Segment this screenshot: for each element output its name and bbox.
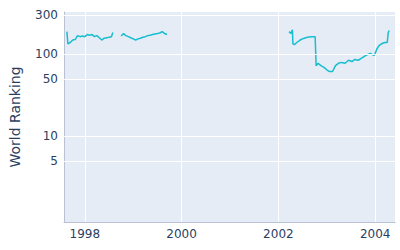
svg-text:2002: 2002 [263, 227, 294, 241]
svg-text:300: 300 [35, 8, 58, 22]
svg-text:World Ranking: World Ranking [7, 66, 23, 167]
svg-text:100: 100 [35, 47, 58, 61]
svg-text:5: 5 [50, 154, 58, 168]
svg-text:1998: 1998 [70, 227, 101, 241]
svg-text:2004: 2004 [360, 227, 391, 241]
svg-text:10: 10 [43, 129, 58, 143]
svg-text:2000: 2000 [166, 227, 197, 241]
svg-text:50: 50 [43, 72, 58, 86]
